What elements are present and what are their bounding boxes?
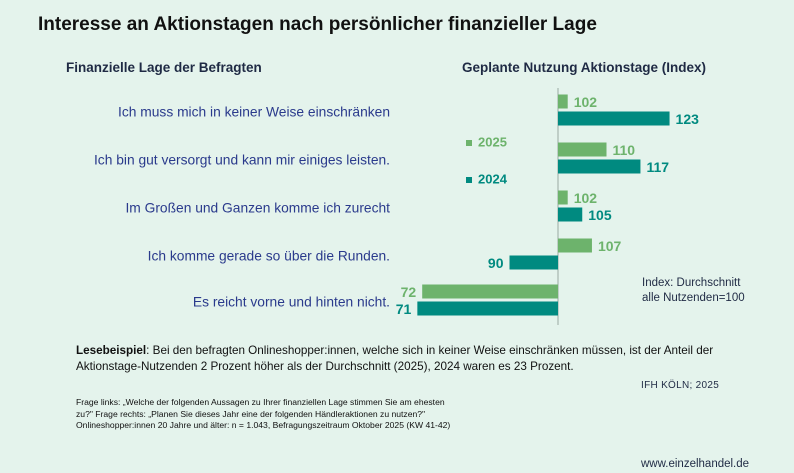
bar-2024 [509, 255, 558, 270]
footnote-line: Frage links: „Welche der folgenden Aussa… [76, 397, 445, 407]
data-label-2024: 117 [646, 159, 669, 175]
legend-label-2025: 2025 [478, 135, 507, 150]
data-label-2024: 123 [676, 111, 700, 127]
data-label-2025: 107 [598, 238, 622, 254]
reading-example: Lesebeispiel: Bei den befragten Onlinesh… [76, 343, 766, 375]
bar-2024 [558, 207, 583, 222]
reading-example-text: : Bei den befragten Onlineshopper:innen,… [76, 344, 714, 373]
chart-title: Interesse an Aktionstagen nach persönlic… [38, 14, 597, 35]
bar-2024 [558, 159, 641, 174]
index-note-line: Index: Durchschnitt [642, 277, 741, 289]
category-label: Es reicht vorne und hinten nicht. [192, 294, 390, 310]
bar-2024 [417, 301, 558, 316]
bar-2024 [558, 111, 670, 126]
footnote-line: zu?" Frage rechts: „Planen Sie dieses Ja… [76, 408, 426, 419]
index-note: Index: Durchschnitt alle Nutzenden=100 [642, 276, 745, 306]
footnote-line: Onlineshopper:innen 20 Jahre und älter: … [76, 420, 451, 430]
category-label: Ich bin gut versorgt und kann mir einige… [93, 152, 390, 168]
bar-2025 [558, 142, 607, 157]
left-column-header: Finanzielle Lage der Befragten [66, 60, 262, 75]
legend-swatch-2024 [466, 177, 472, 183]
source-credit: IFH KÖLN; 2025 [641, 380, 720, 391]
index-note-line: alle Nutzenden=100 [642, 292, 745, 304]
footnote: Frage links: „Welche der folgenden Aussa… [76, 397, 450, 432]
right-column-header: Geplante Nutzung Aktionstage (Index) [462, 60, 707, 75]
website-link[interactable]: www.einzelhandel.de [641, 458, 750, 470]
data-label-2025: 72 [401, 284, 417, 300]
legend-swatch-2025 [466, 140, 472, 146]
category-label: Im Großen und Ganzen komme ich zurecht [125, 200, 390, 216]
data-label-2025: 102 [574, 190, 598, 206]
legend-label-2024: 2024 [478, 172, 508, 187]
reading-example-label: Lesebeispiel [76, 344, 147, 357]
category-label: Ich muss mich in keiner Weise einschränk… [118, 104, 390, 120]
bar-2025 [558, 238, 592, 253]
bar-2025 [558, 94, 568, 109]
data-label-2024: 105 [588, 207, 612, 223]
data-label-2025: 102 [574, 94, 598, 110]
data-label-2024: 90 [488, 255, 504, 271]
bar-2025 [422, 284, 558, 299]
data-label-2024: 71 [396, 301, 412, 317]
bar-2025 [558, 190, 568, 205]
category-label: Ich komme gerade so über die Runden. [147, 248, 390, 264]
data-label-2025: 110 [613, 142, 636, 158]
